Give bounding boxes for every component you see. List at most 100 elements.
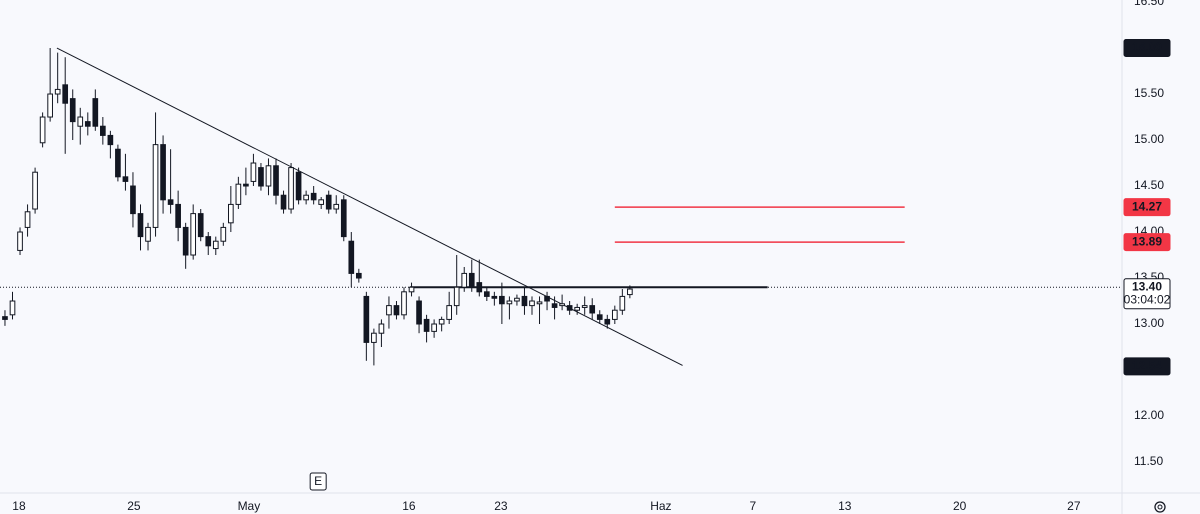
candle-body (627, 288, 633, 296)
price-badge (1123, 278, 1171, 310)
candle-body (17, 231, 23, 251)
candle-body (574, 306, 580, 311)
x-tick-label: 20 (953, 499, 967, 513)
candle-body (536, 301, 543, 305)
price-badge (1123, 39, 1171, 58)
candle-body (529, 300, 535, 307)
x-tick-label: May (238, 499, 261, 513)
candle-body (235, 183, 242, 205)
event-marker (309, 472, 327, 491)
candle-body (318, 199, 325, 205)
price-badge-label: 13.40 (1132, 279, 1162, 293)
candle-body (619, 295, 626, 311)
x-tick-label: 18 (12, 499, 26, 513)
price-badge-label: 12.54 (1132, 359, 1162, 373)
candle-body (190, 213, 197, 256)
candle-body (205, 236, 212, 247)
candle-body (589, 305, 596, 314)
candle-body (145, 226, 151, 242)
candle-body (566, 305, 573, 311)
candle-body (581, 305, 588, 308)
candle-body (401, 291, 407, 316)
candle-body (416, 300, 422, 325)
candle-body (100, 125, 106, 136)
candle-body (137, 213, 144, 238)
candle-body (228, 203, 234, 224)
candle-body (483, 291, 490, 297)
gear (1154, 501, 1166, 513)
candle-body (431, 323, 437, 332)
candle-body (175, 203, 181, 228)
x-tick-label: 25 (127, 499, 141, 513)
candle-body (182, 226, 189, 256)
candle-body (92, 98, 99, 127)
candle-body (363, 295, 370, 343)
candle-body (348, 240, 355, 274)
candle-body (212, 240, 219, 250)
candle-body (32, 171, 38, 210)
candle-body (371, 332, 377, 343)
candle-body (9, 300, 16, 316)
candle-body (386, 305, 392, 316)
price-badge-label: 16.00 (1132, 40, 1162, 54)
candle-body (167, 199, 174, 205)
candle-body (152, 144, 159, 228)
y-tick-label: 16.50 (1134, 0, 1164, 8)
candle-body (288, 167, 294, 210)
candle-body (438, 318, 445, 325)
candle-body (408, 286, 415, 293)
x-tick-label: 16 (402, 499, 416, 513)
x-tick-label: 23 (494, 499, 508, 513)
candle-body (243, 183, 249, 187)
candle-body (77, 116, 84, 127)
y-tick-label: 11.50 (1134, 454, 1163, 468)
candle-body (393, 305, 400, 316)
candle-body (355, 272, 362, 279)
y-tick-label: 15.00 (1134, 132, 1164, 146)
candle-body (273, 165, 279, 196)
candle-body (423, 318, 430, 332)
candle-body (54, 88, 61, 95)
candle-body (551, 303, 558, 308)
candle-body (453, 286, 460, 307)
candle-body (265, 165, 272, 187)
candle-body (461, 272, 468, 288)
candle-body (604, 318, 611, 325)
plot-area (0, 47, 1122, 366)
candle-body (130, 185, 136, 215)
candle-body (2, 316, 8, 320)
candle-body (39, 116, 46, 144)
candle-body (115, 148, 121, 178)
x-tick-label: 13 (838, 499, 852, 513)
gear-core (1157, 504, 1163, 510)
candle-body (250, 162, 257, 182)
candle-body (62, 84, 69, 104)
candle-body (340, 199, 347, 238)
candle-body (544, 295, 550, 302)
candle-body (446, 305, 453, 320)
candle-body (491, 295, 498, 299)
candle-body (197, 213, 204, 238)
candle-body (47, 93, 53, 118)
candle-body (611, 309, 618, 320)
candle-body (84, 121, 91, 127)
candle-body (122, 176, 129, 182)
candle-body (514, 297, 520, 302)
x-tick-label: 27 (1067, 499, 1081, 513)
price-badge-label: 13.89 (1132, 234, 1162, 248)
candle-body (468, 272, 475, 288)
candle-body (499, 295, 505, 305)
candle-body (258, 167, 264, 187)
y-tick-label: 14.50 (1134, 178, 1164, 192)
candle-body (220, 226, 227, 242)
candle-body (521, 295, 528, 307)
candle-body (333, 203, 340, 210)
x-tick-label: 7 (750, 499, 757, 513)
price-badge-label: 14.27 (1132, 199, 1162, 213)
candle-body (559, 303, 565, 307)
settings-icon[interactable] (1154, 501, 1166, 513)
price-badge (1123, 233, 1171, 252)
